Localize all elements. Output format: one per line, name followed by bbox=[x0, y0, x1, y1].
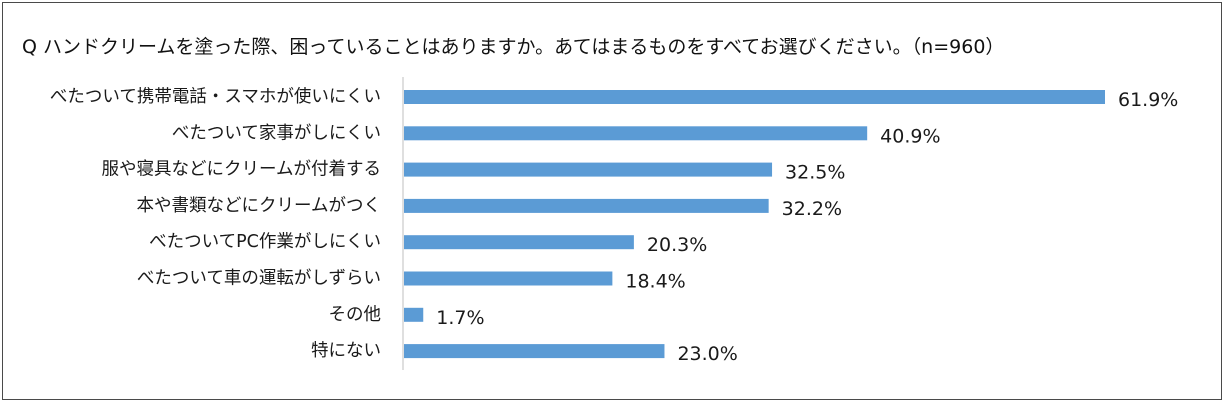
value-label-2: 40.9% bbox=[880, 125, 940, 147]
category-label-5: べたついてPC作業がしにくい bbox=[149, 232, 381, 252]
value-label-8: 23.0% bbox=[677, 343, 737, 365]
bar-6 bbox=[404, 271, 613, 286]
value-label-7: 1.7% bbox=[436, 307, 484, 329]
category-label-8: 特にない bbox=[311, 341, 381, 361]
value-label-6: 18.4% bbox=[625, 271, 685, 293]
value-label-3: 32.5% bbox=[785, 162, 845, 184]
category-label-2: べたついて家事がしにくい bbox=[172, 123, 381, 143]
bar-4 bbox=[404, 198, 769, 213]
bar-5 bbox=[404, 235, 634, 250]
bar-2 bbox=[404, 126, 868, 141]
value-label-4: 32.2% bbox=[782, 198, 842, 220]
bars-layer bbox=[404, 90, 1105, 359]
bar-8 bbox=[404, 344, 665, 359]
category-label-7: その他 bbox=[329, 305, 382, 325]
category-label-3: 服や寝具などにクリームが付着する bbox=[102, 160, 381, 180]
bar-1 bbox=[404, 90, 1105, 104]
value-label-1: 61.9% bbox=[1118, 89, 1178, 111]
category-label-1: べたついて携帯電話・スマホが使いにくい bbox=[50, 86, 381, 107]
value-label-5: 20.3% bbox=[647, 234, 707, 256]
question-title: Q ハンドクリームを塗った際、困っていることはありますか。あてはまるものをすべて… bbox=[22, 36, 1005, 58]
labels-layer: べたついて携帯電話・スマホが使いにくい 61.9% べたついて家事がしにくい 40.9… bbox=[50, 86, 1178, 365]
bar-3 bbox=[404, 162, 773, 177]
bar-7 bbox=[404, 307, 424, 322]
category-label-4: 本や書類などにクリームがつく bbox=[137, 196, 381, 216]
category-label-6: べたついて車の運転がしずらい bbox=[137, 269, 381, 289]
